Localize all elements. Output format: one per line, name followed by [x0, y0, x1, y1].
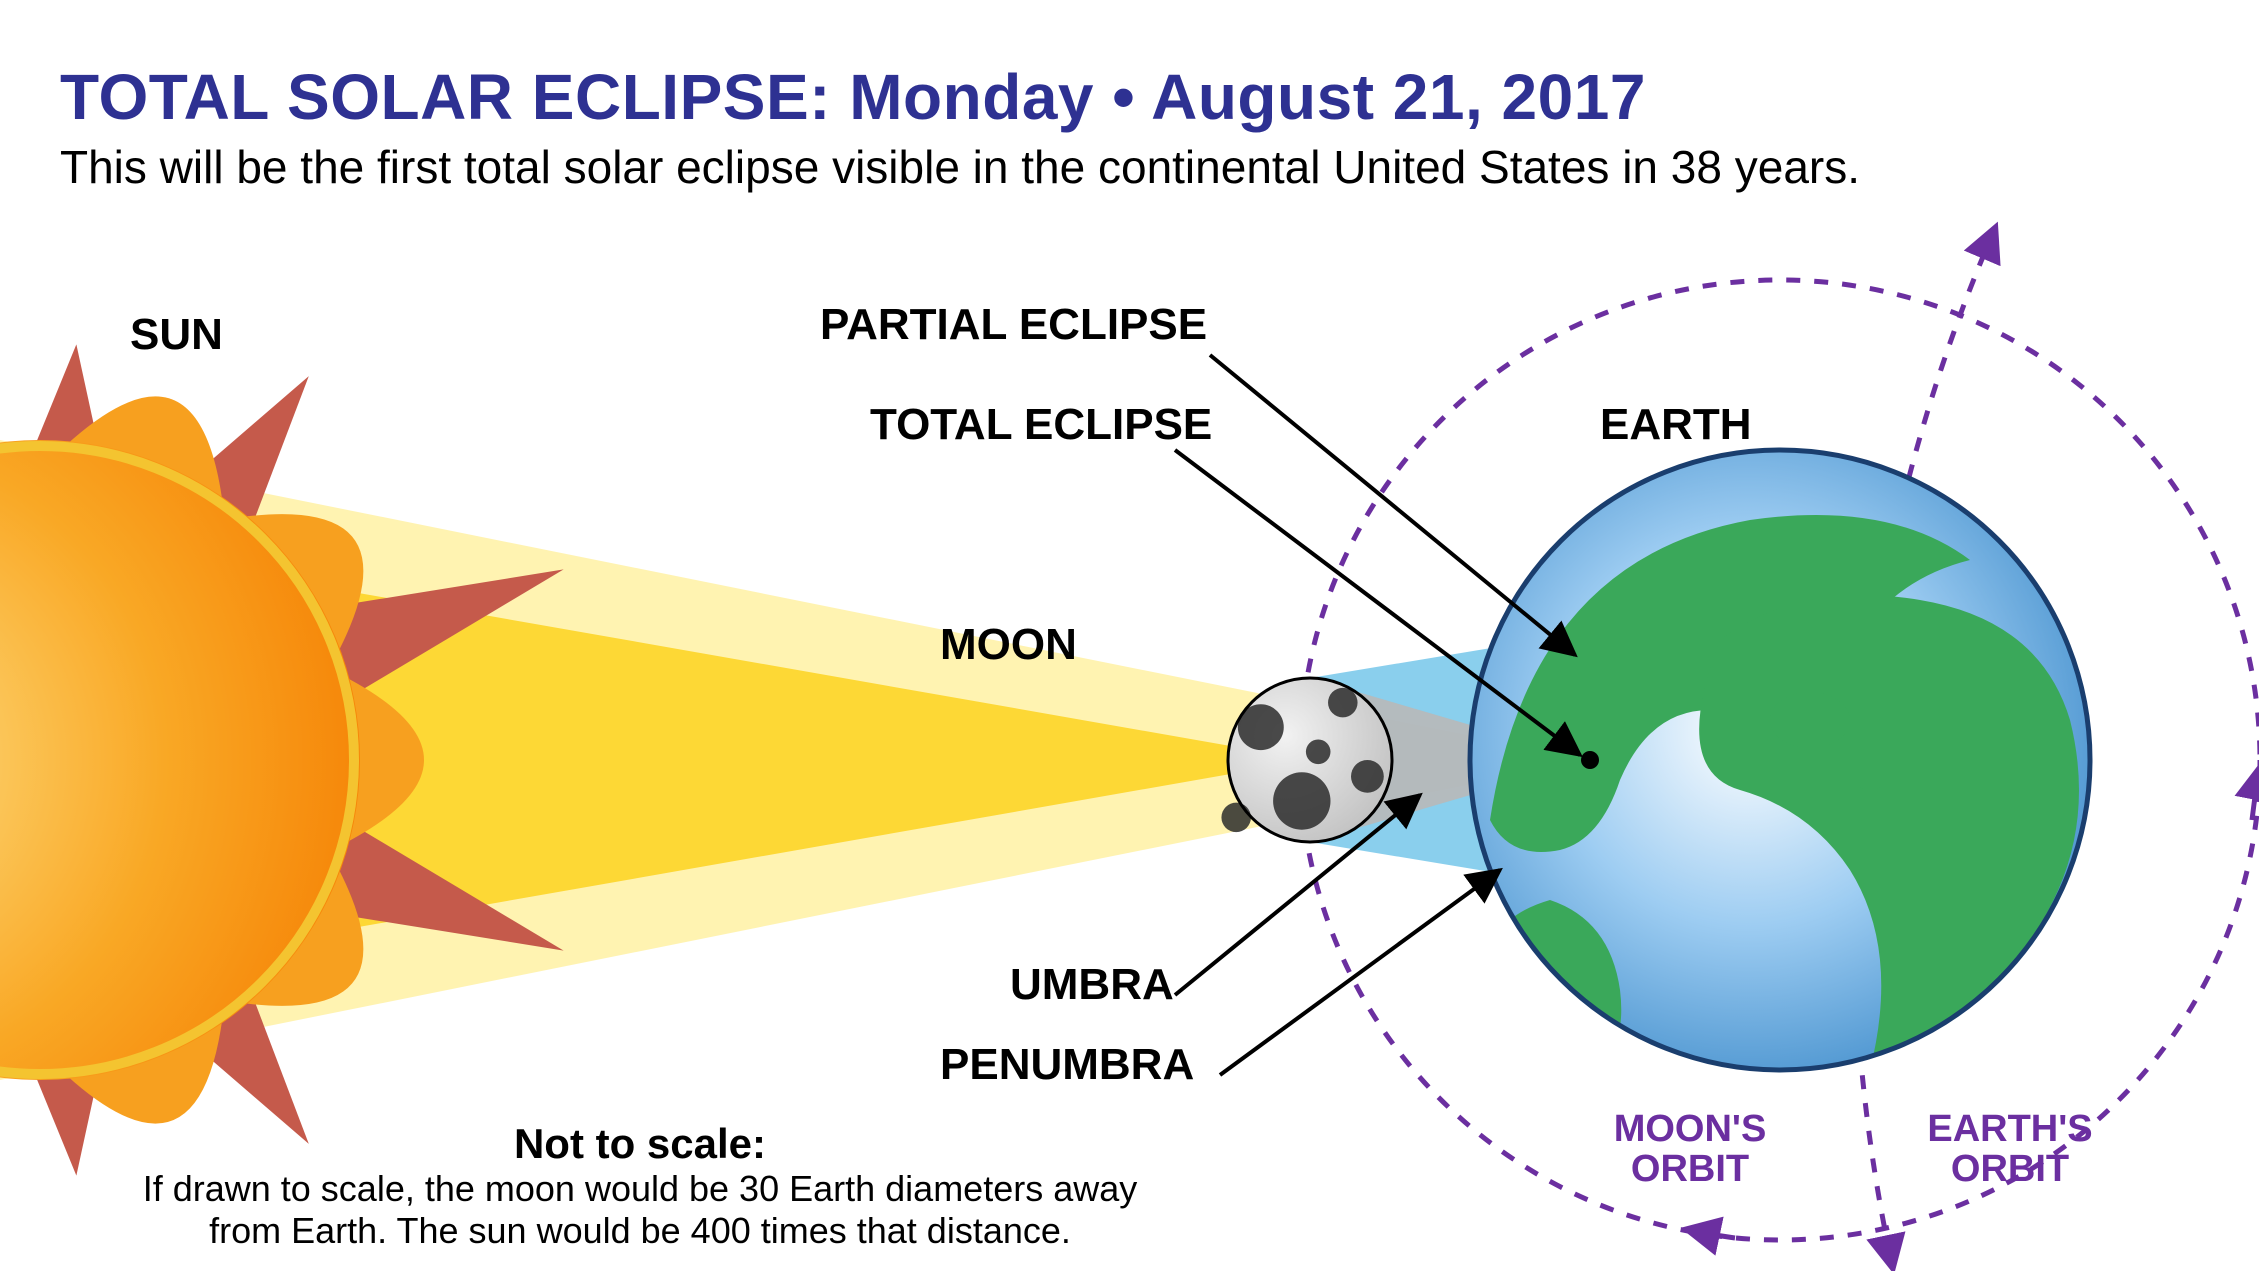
total-eclipse-point [1581, 751, 1599, 769]
eclipse-diagram: TOTAL SOLAR ECLIPSE: Monday • August 21,… [0, 0, 2259, 1271]
label-moon: MOON [940, 620, 1077, 670]
label-earths-orbit: EARTH'SORBIT [1900, 1110, 2120, 1190]
label-earth: EARTH [1600, 400, 1752, 450]
scale-note-title: Not to scale: [130, 1120, 1150, 1168]
label-earths-orbit-text: EARTH'SORBIT [1927, 1108, 2092, 1190]
scale-note-body: If drawn to scale, the moon would be 30 … [130, 1168, 1150, 1252]
label-total-eclipse: TOTAL ECLIPSE [870, 400, 1212, 450]
label-penumbra: PENUMBRA [940, 1040, 1194, 1090]
earth [1470, 450, 2090, 1120]
scale-note: Not to scale: If drawn to scale, the moo… [130, 1120, 1150, 1252]
label-sun: SUN [130, 310, 223, 360]
label-umbra: UMBRA [1010, 960, 1174, 1010]
label-partial-eclipse: PARTIAL ECLIPSE [820, 300, 1207, 350]
label-moons-orbit-text: MOON'SORBIT [1614, 1108, 1767, 1190]
label-moons-orbit: MOON'SORBIT [1580, 1110, 1800, 1190]
